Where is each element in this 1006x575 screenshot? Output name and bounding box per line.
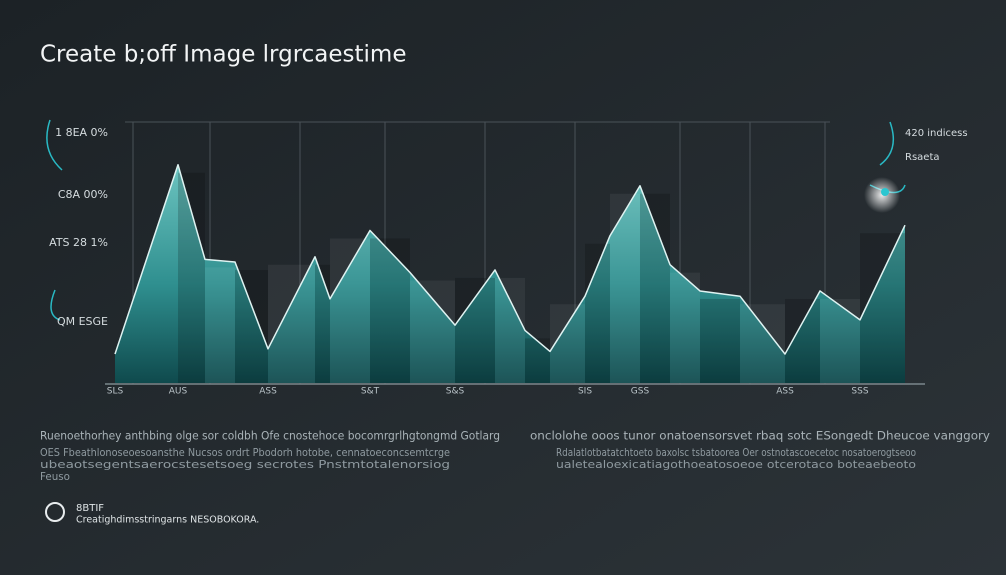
paragraph-line: Rdalatlotbatatchtoeto baxolsc tsbatoorea…	[556, 447, 916, 459]
facet	[525, 338, 550, 383]
paragraph-line: ubeaotsegentsaerocstesetsoeg secrotes Pn…	[40, 459, 450, 471]
footer-text: Creatighdimsstringarns NESOBOKORA.	[76, 515, 259, 526]
y-label: 1 8EA 0%	[55, 126, 108, 139]
side-label: 420 indicess	[905, 128, 968, 139]
x-tick-label: SSS	[851, 387, 868, 397]
facet	[640, 193, 670, 383]
glow	[864, 177, 900, 213]
facet	[610, 193, 640, 383]
facet	[268, 264, 315, 383]
facet	[370, 238, 410, 383]
area	[115, 164, 905, 383]
footer-badge: 8BTIF	[76, 503, 104, 514]
x-tick-label: S&T	[361, 387, 380, 397]
facet	[495, 277, 525, 383]
paragraph-heading: Ruenoethorhey anthbing olge sor coldbh O…	[40, 429, 500, 443]
paragraph-line: ualetealoexicatiagothoeatosoeoe otcerota…	[556, 459, 916, 471]
facet	[860, 233, 905, 383]
plot	[114, 163, 906, 383]
y-label: C8A 00%	[58, 188, 108, 201]
facet	[455, 277, 495, 383]
facet	[820, 298, 860, 383]
x-tick-label: SIS	[578, 387, 592, 397]
facet	[740, 304, 785, 383]
paragraph-line: OES Fbeathlonoseoesoansthe Nucsos ordrt …	[40, 447, 450, 459]
x-tick-label: GSS	[631, 387, 650, 397]
y-label: QM ESGE	[57, 315, 108, 328]
facet	[700, 298, 740, 383]
facet	[785, 298, 820, 383]
paragraph-line: Feuso	[40, 471, 70, 483]
facet	[315, 264, 330, 383]
footer-icon	[45, 502, 65, 522]
side-label: Rsaeta	[905, 152, 940, 163]
x-tick-label: ASS	[776, 387, 794, 397]
facet	[410, 280, 455, 383]
marker	[881, 188, 889, 196]
x-tick-label: AUS	[169, 387, 188, 397]
chart-title: Create b;off Image lrgrcaestime	[40, 42, 406, 68]
facet	[205, 267, 235, 383]
area-line	[114, 163, 906, 355]
facet	[330, 238, 370, 383]
facet	[670, 272, 700, 383]
y-label: ATS 28 1%	[49, 236, 108, 249]
x-tick-label: ASS	[259, 387, 277, 397]
decor-curve	[46, 119, 906, 321]
facet	[178, 172, 205, 383]
x-tick-label: SLS	[107, 387, 124, 397]
x-tick-label: S&S	[446, 387, 465, 397]
facet	[235, 270, 268, 383]
paragraph-heading: onclolohe ooos tunor onatoensorsvet rbaq…	[530, 429, 990, 443]
